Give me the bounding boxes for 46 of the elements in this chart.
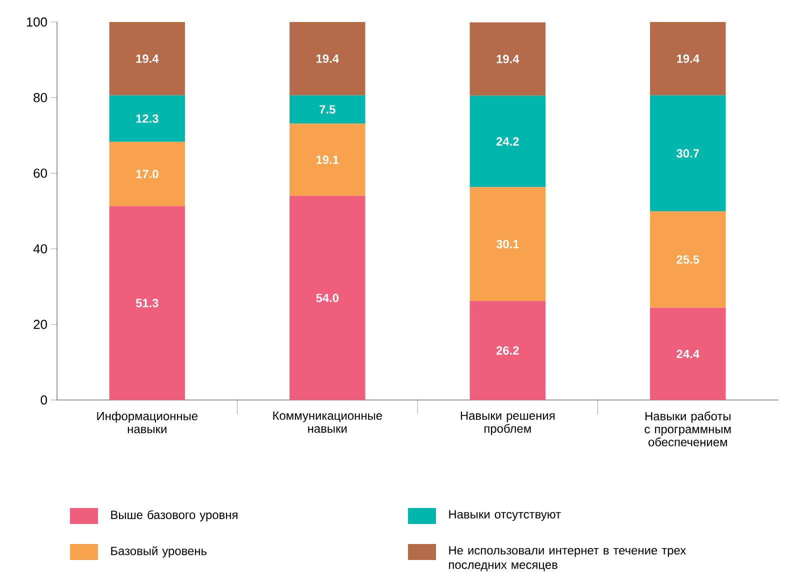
bar bbox=[109, 206, 185, 400]
data-label: 24.2 bbox=[496, 137, 519, 146]
bar bbox=[290, 196, 366, 400]
x-tick-label: Коммуникационные навыки bbox=[273, 412, 382, 433]
data-label: 30.1 bbox=[496, 240, 519, 248]
y-tick-label: 80 bbox=[34, 93, 47, 102]
y-tick-label: 40 bbox=[33, 244, 47, 254]
bar bbox=[470, 187, 546, 301]
data-label: 7.5 bbox=[320, 105, 336, 114]
data-label: 19.1 bbox=[316, 156, 339, 164]
y-tick-label: 20 bbox=[34, 320, 47, 329]
x-tick-label: Информационные навыки bbox=[97, 412, 198, 434]
x-tick-label: Навыки решения проблем bbox=[460, 412, 554, 436]
legend-label: Не использовали интернет в течение трех последних месяцев bbox=[449, 546, 686, 572]
bar bbox=[290, 95, 366, 124]
legend-label: Базовый уровень bbox=[111, 546, 206, 558]
bar bbox=[650, 211, 726, 308]
data-label: 19.4 bbox=[496, 54, 520, 64]
data-label: 24.4 bbox=[676, 350, 700, 358]
y-tick-label: 60 bbox=[34, 168, 47, 178]
data-label: 51.3 bbox=[136, 298, 158, 308]
bar bbox=[650, 95, 726, 212]
bar bbox=[109, 22, 185, 96]
bar bbox=[470, 96, 546, 188]
data-label: 19.4 bbox=[676, 54, 700, 63]
legend-label: Навыки отсутствуют bbox=[449, 510, 561, 521]
bar bbox=[470, 300, 546, 400]
legend-label: Выше базового уровня bbox=[111, 510, 238, 522]
data-label: 19.4 bbox=[316, 54, 339, 63]
bar bbox=[290, 124, 366, 196]
bar bbox=[470, 22, 546, 96]
y-tick-label: 0 bbox=[40, 395, 47, 405]
data-label: 17.0 bbox=[136, 170, 158, 178]
bar bbox=[109, 142, 185, 206]
y-tick-label: 100 bbox=[26, 17, 47, 27]
bar bbox=[109, 95, 185, 142]
bar bbox=[290, 22, 366, 96]
x-tick-label: Навыки работы с программным обеспечением bbox=[644, 412, 731, 446]
data-label: 54.0 bbox=[316, 294, 339, 302]
data-label: 12.3 bbox=[136, 114, 158, 123]
data-label: 19.4 bbox=[136, 54, 159, 63]
data-label: 25.5 bbox=[676, 255, 700, 264]
data-label: 30.7 bbox=[676, 149, 699, 158]
data-label: 26.2 bbox=[496, 346, 519, 355]
bar bbox=[650, 22, 726, 96]
bar bbox=[650, 308, 726, 400]
